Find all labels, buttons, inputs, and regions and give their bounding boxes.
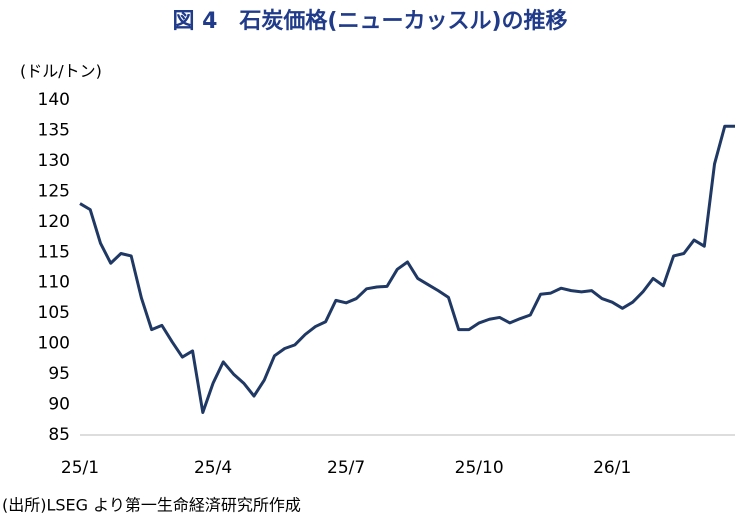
x-tick-label: 25/1 bbox=[61, 458, 99, 478]
y-tick-label: 130 bbox=[38, 151, 70, 171]
y-tick-label: 115 bbox=[38, 242, 70, 262]
data-line bbox=[79, 124, 735, 414]
y-tick-label: 95 bbox=[48, 364, 70, 384]
y-tick-label: 90 bbox=[48, 395, 70, 415]
x-tick-label: 25/7 bbox=[327, 458, 365, 478]
y-tick-label: 105 bbox=[38, 303, 70, 323]
y-axis-label: (ドル/トン) bbox=[20, 62, 102, 81]
y-tick-label: 100 bbox=[38, 334, 70, 354]
y-tick-label: 135 bbox=[38, 120, 70, 140]
y-tick-label: 125 bbox=[38, 181, 70, 201]
y-tick-label: 110 bbox=[38, 273, 70, 293]
chart-title: 図 4 石炭価格(ニューカッスル)の推移 bbox=[172, 8, 567, 34]
source-note: (出所)LSEG より第一生命経済研究所作成 bbox=[2, 496, 301, 515]
x-tick-label: 26/1 bbox=[593, 458, 631, 478]
y-tick-label: 140 bbox=[38, 90, 70, 110]
y-tick-label: 120 bbox=[38, 212, 70, 232]
y-tick-label: 85 bbox=[48, 425, 70, 445]
x-tick-label: 25/4 bbox=[194, 458, 232, 478]
x-tick-label: 25/10 bbox=[455, 458, 504, 478]
